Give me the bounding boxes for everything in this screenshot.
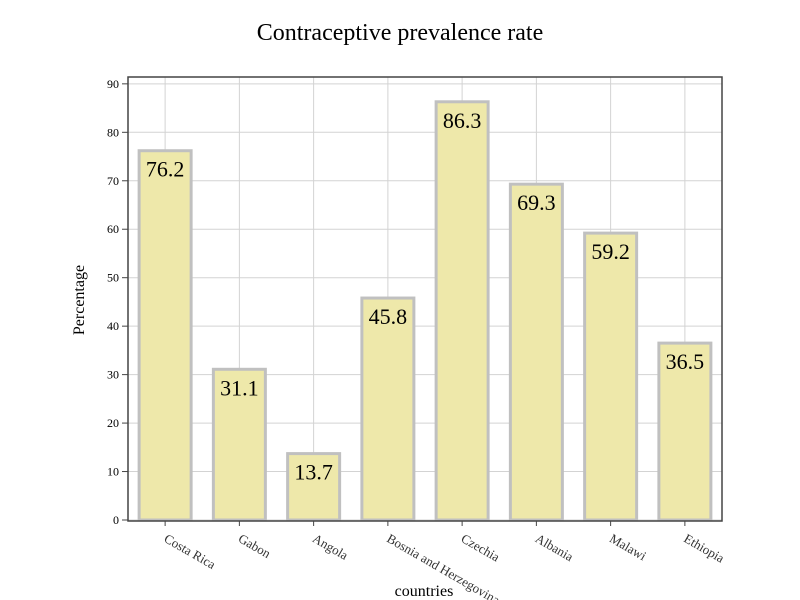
y-tick-label: 30 xyxy=(107,368,119,382)
y-tick-label: 20 xyxy=(107,416,119,430)
chart-title: Contraceptive prevalence rate xyxy=(257,20,544,46)
x-tick-label: Czechia xyxy=(459,531,503,565)
bar xyxy=(360,296,416,522)
data-label: 76.2 xyxy=(146,157,185,182)
x-tick-label: Gabon xyxy=(236,531,274,562)
y-tick-label: 40 xyxy=(107,319,119,333)
x-tick-label: Angola xyxy=(310,531,351,563)
y-tick-label: 0 xyxy=(113,513,119,527)
bar xyxy=(508,182,564,522)
x-tick-label: Albania xyxy=(533,531,576,565)
bar xyxy=(434,100,490,522)
y-tick-label: 80 xyxy=(107,125,119,139)
data-label: 86.3 xyxy=(443,108,482,133)
bar xyxy=(583,231,639,522)
y-axis: 0 10 20 30 40 50 60 70 80 90 xyxy=(107,77,128,527)
x-tick-label: Ethiopia xyxy=(681,531,727,566)
data-label: 45.8 xyxy=(369,304,408,329)
data-label: 31.1 xyxy=(220,375,259,400)
y-tick-label: 50 xyxy=(107,271,119,285)
data-label: 59.2 xyxy=(591,239,630,264)
data-label: 36.5 xyxy=(666,349,705,374)
y-tick-label: 90 xyxy=(107,77,119,91)
data-label: 69.3 xyxy=(517,190,556,215)
plot-frame xyxy=(127,76,723,522)
x-tick-label: Malawi xyxy=(607,531,649,564)
bar xyxy=(286,452,342,522)
y-tick-label: 60 xyxy=(107,222,119,236)
bars xyxy=(137,100,713,522)
bar xyxy=(137,149,193,522)
y-axis-label: Percentage xyxy=(71,265,88,335)
bar xyxy=(211,367,267,522)
data-label: 13.7 xyxy=(294,460,333,485)
y-tick-label: 70 xyxy=(107,174,119,188)
x-tick-label: Costa Rica xyxy=(162,531,219,572)
x-axis-label: countries xyxy=(395,583,454,600)
bar xyxy=(657,341,713,522)
data-labels: 76.2 31.1 13.7 45.8 86.3 69.3 59.2 36.5 xyxy=(146,108,704,485)
y-tick-label: 10 xyxy=(107,465,119,479)
